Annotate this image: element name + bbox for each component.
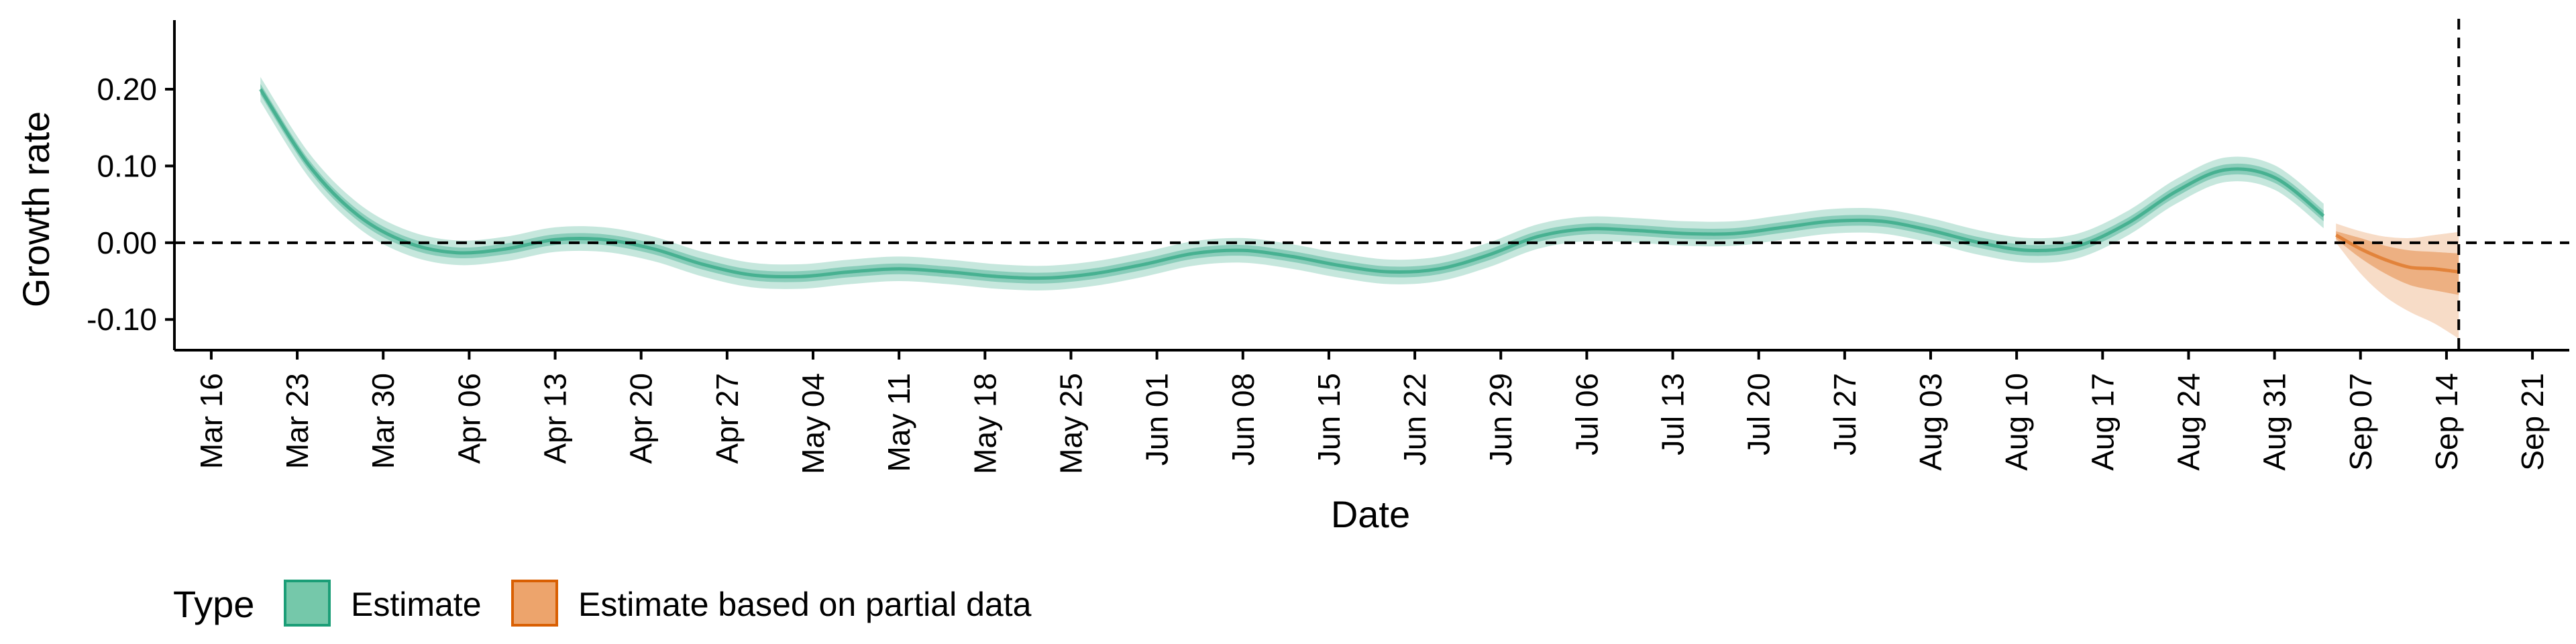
x-tick-label: May 04: [796, 373, 830, 474]
x-tick-label: May 25: [1054, 373, 1089, 474]
x-tick-label: Sep 21: [2515, 373, 2550, 471]
x-tick-label: Apr 13: [538, 373, 573, 464]
x-tick-label: Jun 15: [1311, 373, 1346, 466]
y-tick-label: -0.10: [87, 302, 157, 337]
x-tick-label: Mar 16: [194, 373, 229, 469]
x-axis-title: Date: [1331, 493, 1410, 535]
x-tick-label: Jul 20: [1741, 373, 1776, 455]
x-tick-label: Sep 14: [2429, 373, 2464, 471]
legend-label-estimate: Estimate: [351, 586, 482, 623]
x-tick-label: Apr 06: [451, 373, 486, 464]
x-tick-label: Jul 06: [1569, 373, 1604, 455]
x-tick-label: Sep 07: [2343, 373, 2378, 471]
legend-swatch-estimate: [284, 580, 331, 627]
x-tick-label: May 11: [881, 373, 916, 472]
legend-title: Type: [173, 583, 254, 625]
x-tick-label: Jul 13: [1656, 373, 1690, 455]
legend: Type Estimate Estimate based on partial …: [173, 580, 1032, 627]
y-tick-label: 0.10: [97, 148, 157, 183]
x-tick-label: Aug 10: [1999, 373, 2034, 471]
x-tick-label: Apr 20: [624, 373, 659, 464]
x-tick-label: Mar 23: [280, 373, 315, 469]
x-tick-label: Aug 31: [2257, 373, 2292, 471]
axes: 0.20 0.10 0.00 -0.10 Mar 16 Mar 23 Mar 30 Apr 0…: [87, 20, 2569, 474]
y-axis-title: Growth rate: [15, 111, 57, 308]
x-tick-label: Apr 27: [710, 373, 745, 464]
estimate-inner-band: [260, 84, 2324, 284]
x-tick-label: Jun 29: [1483, 373, 1518, 466]
estimate-outer-band: [260, 76, 2324, 290]
x-tick-label: Jul 27: [1827, 373, 1862, 455]
x-tick-label: Jun 22: [1397, 373, 1432, 466]
legend-label-partial: Estimate based on partial data: [578, 586, 1032, 623]
partial-line: [2334, 233, 2459, 274]
legend-swatch-partial: [511, 580, 558, 627]
plot-area: [174, 19, 2569, 350]
y-tick-label: 0.00: [97, 225, 157, 260]
x-tick-label: Jun 08: [1226, 373, 1260, 466]
x-tick-label: Jun 01: [1140, 373, 1175, 466]
x-tick-label: Mar 30: [366, 373, 400, 469]
y-tick-label: 0.20: [97, 72, 157, 107]
x-tick-label: Aug 03: [1913, 373, 1948, 471]
x-tick-label: May 18: [967, 373, 1002, 474]
x-tick-label: Aug 24: [2171, 373, 2206, 471]
x-tick-label: Aug 17: [2085, 373, 2120, 471]
